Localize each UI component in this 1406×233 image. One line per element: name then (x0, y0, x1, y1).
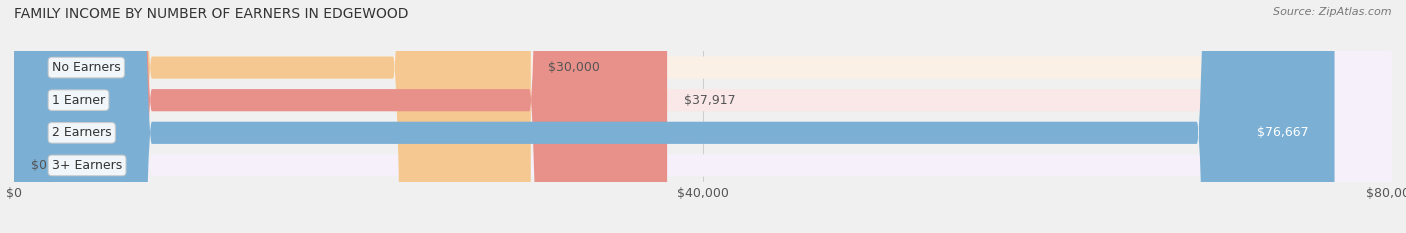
Text: 1 Earner: 1 Earner (52, 94, 105, 107)
FancyBboxPatch shape (14, 0, 666, 233)
FancyBboxPatch shape (14, 0, 1334, 233)
Text: 2 Earners: 2 Earners (52, 126, 111, 139)
FancyBboxPatch shape (14, 0, 1392, 233)
Text: FAMILY INCOME BY NUMBER OF EARNERS IN EDGEWOOD: FAMILY INCOME BY NUMBER OF EARNERS IN ED… (14, 7, 409, 21)
Text: Source: ZipAtlas.com: Source: ZipAtlas.com (1274, 7, 1392, 17)
Text: 3+ Earners: 3+ Earners (52, 159, 122, 172)
Text: $37,917: $37,917 (685, 94, 735, 107)
FancyBboxPatch shape (14, 0, 1392, 233)
Text: $76,667: $76,667 (1257, 126, 1309, 139)
FancyBboxPatch shape (14, 0, 1392, 233)
Text: No Earners: No Earners (52, 61, 121, 74)
Text: $30,000: $30,000 (548, 61, 600, 74)
FancyBboxPatch shape (14, 0, 1392, 233)
FancyBboxPatch shape (14, 0, 531, 233)
Text: $0: $0 (31, 159, 48, 172)
